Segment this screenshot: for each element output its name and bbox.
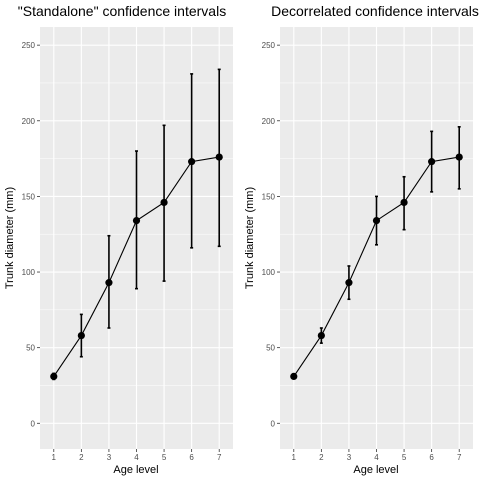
right-data-point (455, 153, 463, 161)
left-x-tick-label: 3 (107, 453, 112, 462)
right-x-tick-label: 5 (402, 453, 407, 462)
left-x-tick-label: 2 (79, 453, 84, 462)
right-y-tick-label: 100 (262, 268, 276, 277)
left-series (50, 68, 223, 381)
right-x-axis: 1 2 3 4 5 6 7 (292, 449, 462, 462)
left-y-tick-label: 250 (22, 41, 36, 50)
right-x-tick-label: 3 (347, 453, 352, 462)
left-y-tick-label: 200 (22, 117, 36, 126)
right-x-tick-label: 6 (429, 453, 434, 462)
right-chart-title: Decorrelated confidence intervals (271, 3, 479, 19)
left-y-axis: 0 50 100 150 200 250 (22, 41, 40, 428)
right-data-point (372, 217, 381, 225)
right-data-point (400, 198, 408, 207)
right-y-axis: 0 50 100 150 200 250 (262, 41, 280, 428)
left-data-point (105, 279, 113, 287)
left-data-point (77, 331, 85, 340)
left-y-tick-label: 100 (22, 268, 36, 277)
right-x-tick-label: 4 (374, 453, 379, 462)
left-chart-title: "Standalone" confidence intervals (18, 3, 226, 19)
right-x-tick-label: 7 (457, 453, 462, 462)
right-y-tick-label: 50 (266, 344, 275, 353)
right-series (290, 126, 463, 380)
left-y-tick-label: 0 (31, 419, 36, 428)
right-data-point (428, 158, 436, 166)
right-y-axis-title: Trunk diameter (mm) (244, 187, 256, 289)
left-x-tick-label: 5 (162, 453, 167, 462)
left-chart-panel: "Standalone" confidence intervals 0 50 100… (4, 3, 233, 476)
left-x-tick-label: 1 (52, 453, 57, 462)
left-data-point (50, 372, 58, 380)
right-chart-panel: Decorrelated confidence intervals 0 50 100… (244, 3, 479, 476)
left-data-point (215, 153, 223, 161)
right-y-tick-label: 150 (262, 192, 276, 201)
left-x-tick-label: 6 (189, 453, 194, 462)
right-x-axis-title: Age level (353, 464, 398, 476)
left-data-point (132, 217, 141, 225)
left-x-axis: 1 2 3 4 5 6 7 (52, 449, 222, 462)
left-y-tick-label: 150 (22, 192, 36, 201)
right-data-point (290, 372, 298, 380)
left-y-tick-label: 50 (26, 344, 35, 353)
right-x-tick-label: 1 (292, 453, 297, 462)
left-data-point (188, 158, 196, 166)
left-x-tick-label: 4 (134, 453, 139, 462)
right-y-tick-label: 0 (271, 419, 276, 428)
right-y-tick-label: 200 (262, 117, 276, 126)
left-x-axis-title: Age level (113, 464, 158, 476)
left-data-point (160, 198, 168, 207)
right-data-point (345, 279, 353, 287)
right-y-tick-label: 250 (262, 41, 276, 50)
right-x-tick-label: 2 (319, 453, 324, 462)
left-y-axis-title: Trunk diameter (mm) (4, 187, 16, 289)
left-x-tick-label: 7 (217, 453, 222, 462)
right-data-point (317, 331, 325, 340)
